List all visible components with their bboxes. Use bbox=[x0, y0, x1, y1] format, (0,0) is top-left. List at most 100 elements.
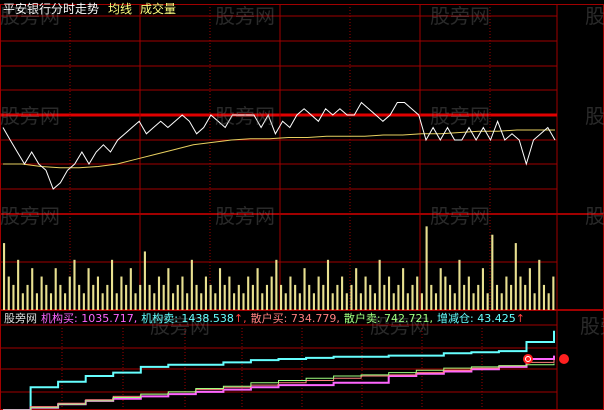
volume-bar bbox=[326, 259, 330, 310]
volume-bar bbox=[411, 284, 414, 310]
volume-bar bbox=[547, 293, 550, 310]
volume-bar bbox=[533, 293, 536, 310]
watermark: 股旁网 bbox=[580, 314, 604, 338]
volume-bar bbox=[181, 276, 184, 310]
volume-bar bbox=[472, 293, 475, 310]
volume-bar bbox=[214, 293, 217, 310]
volume-bar bbox=[125, 284, 128, 310]
avg-line-label[interactable]: 均线 bbox=[108, 2, 133, 16]
volume-bar bbox=[341, 276, 344, 310]
volume-bar bbox=[261, 293, 264, 310]
legend-entry: 机构卖: 1438.538↑, bbox=[141, 312, 246, 325]
volume-bar bbox=[359, 293, 362, 310]
watermark: 股旁网 bbox=[150, 314, 210, 338]
volume-bar bbox=[143, 251, 146, 310]
volume-bar bbox=[21, 293, 24, 310]
volume-bar bbox=[228, 276, 231, 310]
volume-bar bbox=[495, 284, 499, 310]
volume-bar bbox=[336, 284, 339, 310]
volume-bar bbox=[148, 284, 151, 310]
volume-bar bbox=[92, 284, 95, 310]
volume-bar bbox=[519, 276, 522, 310]
volume-bar bbox=[312, 293, 315, 310]
volume-bar bbox=[322, 284, 325, 310]
volume-bar bbox=[369, 284, 372, 310]
watermark: 股旁网 bbox=[430, 104, 490, 128]
volume-bar bbox=[256, 268, 259, 310]
volume-bar bbox=[434, 293, 438, 310]
watermark: 股旁网 bbox=[0, 4, 60, 28]
volume-bar bbox=[308, 284, 311, 310]
volume-bar bbox=[486, 293, 489, 310]
volume-bar bbox=[481, 268, 484, 310]
volume-bar bbox=[458, 259, 461, 310]
volume-bar bbox=[491, 234, 494, 310]
flow-legend: 股旁网 机构买: 1035.717, 机构卖: 1438.538↑, 散户买: 734… bbox=[4, 312, 525, 326]
volume-bar bbox=[251, 284, 254, 310]
up-arrow-icon: ↑ bbox=[515, 312, 525, 325]
volume-bar bbox=[402, 268, 405, 310]
volume-bar bbox=[505, 276, 508, 310]
volume-bar bbox=[552, 276, 555, 310]
volume-bar bbox=[120, 276, 123, 310]
marker-dot-right bbox=[559, 354, 569, 364]
volume-bar bbox=[209, 284, 212, 310]
volume-bar bbox=[373, 293, 377, 310]
volume-bar bbox=[364, 276, 367, 310]
volume-bar bbox=[157, 276, 161, 310]
volume-bar bbox=[444, 276, 447, 310]
volume-bar bbox=[172, 293, 175, 310]
legend-value: 43.425 bbox=[473, 312, 516, 325]
panel-title: 股旁网 bbox=[4, 312, 37, 325]
watermark: 股旁网 bbox=[430, 204, 490, 228]
volume-bar bbox=[12, 284, 15, 310]
volume-bar bbox=[233, 293, 236, 310]
volume-bar bbox=[134, 293, 137, 310]
volume-bar bbox=[139, 284, 142, 310]
volume-bar bbox=[265, 284, 269, 310]
flow-line-inst-sell bbox=[3, 330, 555, 410]
volume-bar bbox=[40, 276, 43, 310]
volume-bar bbox=[397, 284, 400, 310]
watermark: 股旁网 bbox=[585, 4, 604, 28]
volume-bar bbox=[162, 284, 165, 310]
marker-dot bbox=[523, 354, 533, 364]
volume-bar bbox=[73, 259, 76, 310]
legend-value: 1438.538 bbox=[177, 312, 234, 325]
legend-label: 散户买: bbox=[250, 312, 288, 325]
volume-bar bbox=[115, 293, 118, 310]
volume-bar bbox=[218, 268, 222, 310]
volume-bar bbox=[167, 268, 170, 310]
chart-title: 平安银行分时走势 bbox=[3, 2, 100, 16]
volume-bar bbox=[59, 284, 62, 310]
volume-bar bbox=[106, 284, 109, 310]
volume-bar bbox=[289, 276, 292, 310]
volume-bar bbox=[500, 293, 503, 310]
volume-bar bbox=[510, 284, 513, 310]
volume-bar bbox=[280, 284, 283, 310]
volume-bar bbox=[350, 284, 353, 310]
volume-bar bbox=[54, 268, 57, 310]
volume-bar bbox=[82, 293, 85, 310]
legend-label: 机构卖: bbox=[141, 312, 178, 325]
volume-bar bbox=[247, 276, 250, 310]
volume-bar bbox=[345, 293, 348, 310]
marker-ring bbox=[525, 356, 531, 362]
volume-bar bbox=[64, 293, 67, 310]
volume-bar bbox=[355, 268, 358, 310]
volume-bar bbox=[68, 276, 71, 310]
volume-bar bbox=[439, 268, 442, 310]
volume-bar bbox=[284, 293, 287, 310]
volume-bar bbox=[378, 259, 381, 310]
volume-label[interactable]: 成交量 bbox=[140, 2, 177, 16]
volume-bar bbox=[383, 284, 386, 310]
watermark: 股旁网 bbox=[0, 104, 60, 128]
watermark: 股旁网 bbox=[215, 4, 275, 28]
volume-bar bbox=[392, 293, 395, 310]
volume-bar bbox=[35, 293, 38, 310]
flow-line-retail-sell bbox=[3, 363, 555, 410]
legend-entry: 散户买: 734.779, bbox=[251, 312, 340, 325]
volume-bar bbox=[298, 293, 301, 310]
volume-bar bbox=[17, 259, 20, 310]
